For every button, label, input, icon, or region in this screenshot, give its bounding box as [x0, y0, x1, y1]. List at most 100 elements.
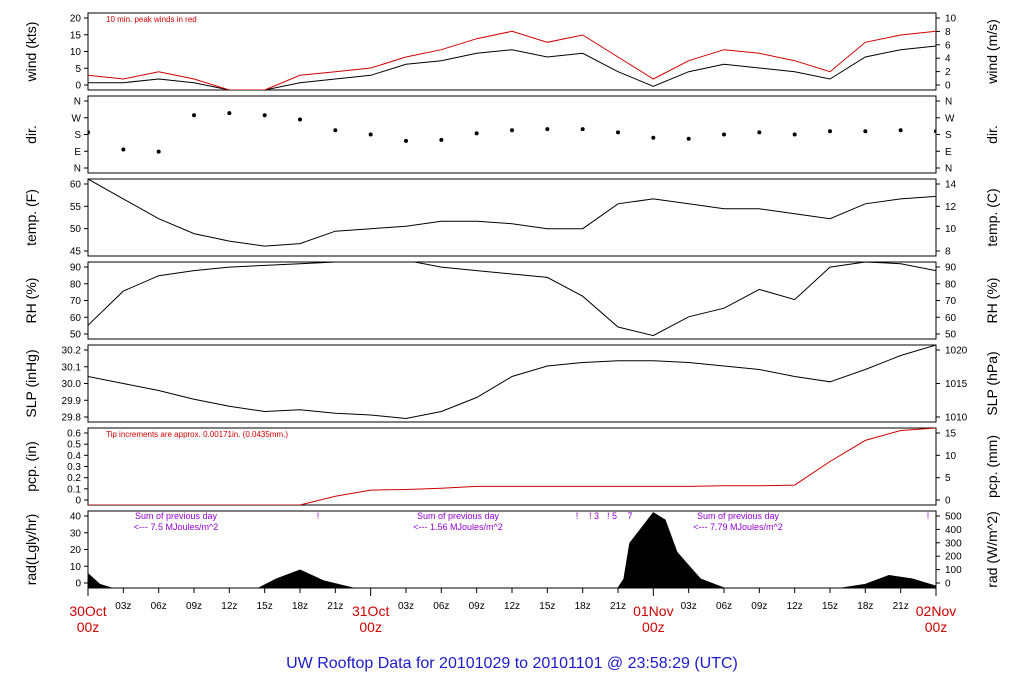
- rad-right-tick-label: 0: [945, 579, 951, 590]
- dir-frame: [87, 95, 937, 174]
- rad-sum-line1: Sum of previous day: [417, 511, 500, 521]
- rad-right-tick-label: 200: [945, 552, 962, 563]
- wind-left-tick-label: 5: [75, 64, 81, 75]
- pcp-right-tick-label: 10: [945, 451, 957, 462]
- pcp-left-tick-label: 0.2: [67, 473, 81, 484]
- rh-left-tick-label: 70: [70, 296, 82, 307]
- dir-point: [510, 128, 514, 133]
- dir-point: [616, 130, 620, 135]
- slp-panel: SLP (inHg) SLP (hPa) 29.8 29.9 30.0 30.1 30.2 1…: [23, 344, 1000, 424]
- pcp-panel: pcp. (in) pcp. (mm)00.10.20.30.40.50.6051…: [23, 427, 1000, 507]
- temp-panel: temp. (F) temp. (C) 45 50 55 60 8 10 12 14: [23, 178, 1000, 258]
- slp-left-label: SLP (inHg): [23, 349, 39, 417]
- x-hour-label: 06z: [716, 601, 732, 612]
- rad-sum-line1: Sum of previous day: [135, 511, 218, 521]
- x-hour-label: 12z: [504, 601, 520, 612]
- wind-left-tick-label: 10: [70, 47, 82, 58]
- x-day-label: 01Nov: [633, 603, 673, 619]
- slp-left-tick-label: 29.9: [62, 396, 82, 407]
- wind-left-tick-label: 20: [70, 14, 82, 25]
- dir-point: [863, 129, 868, 134]
- rh-left-tick-label: 80: [70, 279, 82, 290]
- wind-note: 10 min. peak winds in red: [106, 15, 197, 24]
- wind-right-tick-label: 4: [945, 54, 951, 65]
- slp-right-tick-label: 1015: [945, 379, 968, 390]
- x-axis: 03z 06z 09z 12z 15z 18z 21z 03z 06z 09z 12z 15z 18z 2…: [69, 588, 956, 635]
- dir-point: [828, 129, 832, 134]
- rad-right-tick-label: 300: [945, 538, 962, 549]
- dir-left-tick-label: N: [74, 164, 81, 175]
- temp-left-tick-label: 60: [70, 180, 82, 191]
- dir-left-tick-label: N: [74, 97, 81, 108]
- dir-point: [404, 138, 408, 143]
- dir-point: [368, 132, 373, 137]
- rh-right-tick-label: 70: [945, 296, 957, 307]
- rad-left-label: rad(Lgly/hr): [23, 514, 39, 586]
- pcp-data: [88, 428, 936, 505]
- x-hour-label: 15z: [539, 601, 555, 612]
- dir-left-tick-label: W: [72, 113, 82, 124]
- temp-data: [88, 179, 936, 247]
- rad-left-tick-label: 0: [75, 579, 81, 590]
- rad-area: [88, 512, 936, 588]
- dir-left-tick-label: E: [74, 147, 81, 158]
- dir-point: [545, 127, 550, 132]
- dir-point: [262, 113, 267, 118]
- rad-tip-mark: ! 5: [607, 511, 617, 521]
- wind-frame: [87, 12, 937, 91]
- wind-line: [88, 45, 936, 90]
- pcp-left-tick-label: 0: [75, 496, 81, 507]
- rad-left-tick-label: 40: [70, 512, 82, 523]
- temp-left-tick-label: 55: [70, 202, 82, 213]
- temp-right-tick-label: 12: [945, 202, 957, 213]
- x-hour-label: 21z: [327, 601, 343, 612]
- dir-point: [934, 129, 936, 134]
- rad-right-label: rad (W/m^2): [984, 511, 1000, 588]
- pcp-left-tick-label: 0.3: [67, 462, 81, 473]
- pcp-left-tick-label: 0.5: [67, 440, 81, 451]
- x-day-label: 31Oct: [352, 603, 389, 619]
- dir-point: [227, 111, 232, 116]
- x-hour-label: 18z: [857, 601, 873, 612]
- rh-data: [88, 262, 936, 337]
- pcp-left-label: pcp. (in): [23, 441, 39, 492]
- dir-point: [156, 149, 161, 154]
- temp-left-tick-label: 50: [70, 224, 82, 235]
- rad-right-tick-label: 400: [945, 525, 962, 536]
- dir-point: [121, 147, 126, 152]
- rh-right-tick-label: 50: [945, 330, 957, 341]
- x-hour-label: 09z: [469, 601, 485, 612]
- rad-tip-mark: !: [927, 511, 930, 521]
- dir-point: [651, 135, 656, 140]
- x-hour-label: 03z: [681, 601, 697, 612]
- wind-right-tick-label: 8: [945, 27, 951, 38]
- dir-right-tick-label: N: [945, 164, 952, 175]
- wind-right-tick-label: 10: [945, 14, 957, 25]
- x-hour-label: 03z: [398, 601, 414, 612]
- rh-right-tick-label: 60: [945, 313, 957, 324]
- pcp-line: [88, 428, 936, 505]
- x-day-time-label: 00z: [359, 619, 382, 635]
- slp-data: [88, 345, 936, 420]
- dir-point: [192, 113, 196, 118]
- pcp-left-tick-label: 0.4: [67, 451, 81, 462]
- rh-right-tick-label: 90: [945, 263, 957, 274]
- rh-left-tick-label: 50: [70, 330, 82, 341]
- dir-point: [898, 128, 903, 133]
- rh-right-tick-label: 80: [945, 279, 957, 290]
- dir-right-tick-label: W: [945, 113, 955, 124]
- rad-data: [88, 512, 936, 588]
- pcp-note: Tip increments are approx. 0.00171in. (0…: [106, 430, 288, 439]
- dir-point: [88, 130, 90, 135]
- wind-right-tick-label: 6: [945, 40, 951, 51]
- x-hour-label: 18z: [292, 601, 308, 612]
- rad-left-tick-label: 30: [70, 528, 82, 539]
- x-hour-label: 09z: [186, 601, 202, 612]
- slp-left-tick-label: 30.2: [62, 346, 82, 357]
- pcp-frame: [87, 427, 937, 506]
- rh-right-label: RH (%): [984, 278, 1000, 324]
- x-day-label: 30Oct: [69, 603, 106, 619]
- wind-left-label: wind (kts): [23, 22, 39, 83]
